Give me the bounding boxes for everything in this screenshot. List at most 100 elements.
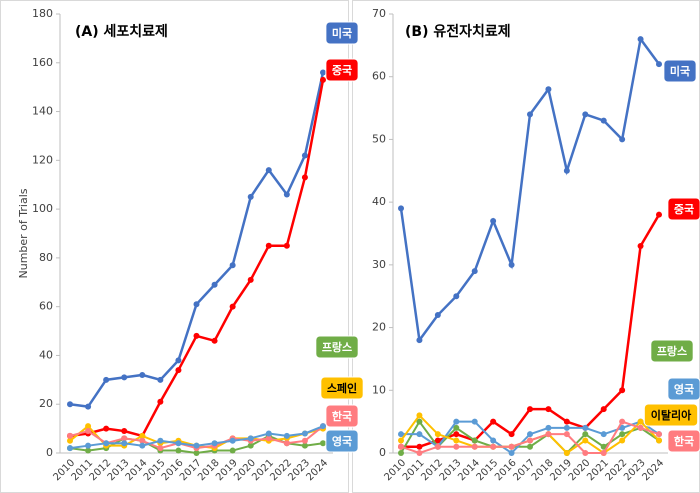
point — [490, 418, 497, 425]
legend-text: 영국 — [332, 435, 352, 448]
point — [211, 281, 218, 288]
point — [175, 447, 182, 454]
legend-label: 영국 — [325, 429, 359, 453]
legend-text: 프랑스 — [657, 345, 687, 358]
point — [85, 423, 92, 430]
point — [471, 443, 478, 450]
legend-label: 한국 — [325, 404, 359, 428]
point — [193, 450, 200, 456]
point — [453, 437, 460, 444]
point — [175, 367, 182, 374]
legend-text: 중국 — [674, 203, 694, 216]
point — [103, 440, 110, 447]
legend-box — [325, 404, 359, 428]
legend-label: 한국 — [667, 429, 700, 453]
point — [600, 431, 607, 438]
legend-label: 중국 — [325, 58, 359, 82]
legend-text: 이탈리아 — [651, 408, 692, 422]
point — [320, 423, 326, 430]
point — [656, 211, 662, 218]
point — [563, 450, 570, 456]
x-tick-label: 2024 — [304, 457, 330, 483]
series-line — [69, 79, 325, 438]
point — [508, 261, 515, 268]
point — [619, 418, 626, 425]
chart-title: (A) 세포치료제 — [75, 24, 168, 40]
legend-box — [320, 376, 364, 400]
point — [453, 443, 460, 450]
point — [67, 432, 73, 439]
point — [265, 167, 272, 174]
point — [545, 86, 552, 93]
point — [265, 435, 272, 442]
y-tick-label: 60 — [372, 70, 386, 83]
legend-label: 미국 — [325, 21, 359, 45]
point — [545, 424, 552, 431]
point — [416, 450, 423, 456]
legend-label: 프랑스 — [650, 339, 694, 363]
legend-box — [667, 197, 700, 221]
point — [453, 431, 460, 438]
point — [490, 437, 497, 444]
point — [398, 437, 404, 444]
legend-label: 이탈리아 — [643, 403, 699, 427]
point — [416, 412, 423, 419]
point — [157, 445, 164, 452]
legend-label: 미국 — [663, 59, 697, 83]
point — [582, 450, 589, 456]
point — [490, 217, 497, 224]
legend-label: 영국 — [667, 377, 700, 401]
y-tick-label: 20 — [39, 397, 53, 410]
point — [121, 435, 128, 442]
point — [656, 431, 662, 438]
point — [175, 357, 182, 364]
legend-box — [663, 59, 697, 83]
point — [453, 418, 460, 425]
point — [283, 242, 290, 249]
legend-label: 중국 — [667, 197, 700, 221]
point — [637, 243, 644, 250]
point — [301, 152, 308, 159]
legend-label: 프랑스 — [315, 335, 359, 359]
point — [193, 301, 200, 308]
point — [283, 440, 290, 447]
y-tick-label: 60 — [39, 300, 53, 313]
point — [398, 205, 404, 212]
point — [247, 276, 254, 283]
y-tick-label: 50 — [372, 132, 386, 145]
y-tick-label: 40 — [372, 195, 386, 208]
point — [637, 36, 644, 43]
y-tick-label: 30 — [372, 258, 386, 271]
point — [157, 437, 164, 444]
point — [193, 442, 200, 449]
point — [527, 111, 533, 118]
point — [619, 437, 626, 444]
point — [398, 443, 404, 450]
point — [619, 431, 626, 438]
point — [527, 431, 533, 438]
y-axis-label: Number of Trials — [17, 188, 30, 278]
point — [582, 431, 589, 438]
point — [563, 431, 570, 438]
legend-box — [325, 58, 359, 82]
y-tick-label: 0 — [46, 446, 53, 459]
y-tick-label: 70 — [372, 7, 386, 20]
point — [301, 442, 308, 449]
point — [563, 418, 570, 425]
point — [527, 406, 533, 413]
point — [434, 431, 441, 438]
series-line — [399, 36, 661, 344]
point — [398, 450, 404, 456]
point — [103, 425, 110, 432]
legend-text: 영국 — [674, 383, 694, 396]
point — [508, 450, 515, 456]
panel-frame — [0, 0, 349, 493]
point — [600, 406, 607, 413]
point — [416, 443, 423, 450]
point — [453, 424, 460, 431]
point — [85, 428, 92, 435]
point — [265, 242, 272, 249]
point — [283, 432, 290, 439]
point — [320, 440, 326, 447]
